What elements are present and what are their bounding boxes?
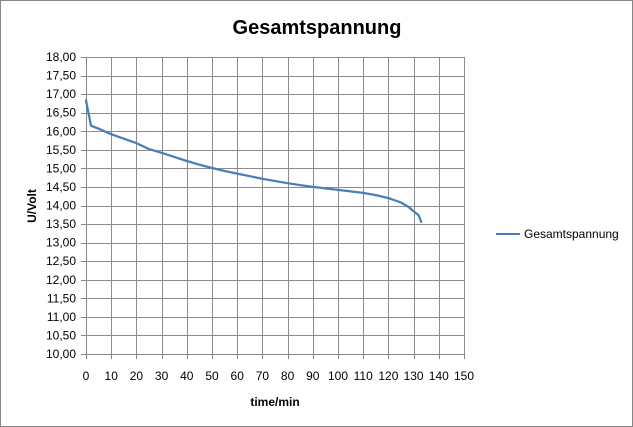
tick-labels: 0 10 20 30 40 50 60 70 80 90 100 110 120 130 140 150 10,… (46, 50, 474, 383)
x-tick-label: 50 (205, 369, 219, 383)
y-tick-label: 14,50 (46, 180, 76, 194)
x-tick-label: 150 (454, 369, 474, 383)
y-tick-label: 10,50 (46, 328, 76, 342)
x-tick-label: 60 (231, 369, 245, 383)
y-tick-label: 10,00 (46, 347, 76, 361)
y-tick-label: 12,50 (46, 254, 76, 268)
y-tick-label: 14,00 (46, 199, 76, 213)
plot-grid (81, 57, 465, 359)
x-tick-label: 120 (378, 369, 398, 383)
y-tick-label: 15,50 (46, 143, 76, 157)
y-tick-label: 12,00 (46, 273, 76, 287)
x-tick-label: 10 (105, 369, 119, 383)
series-lines (84, 99, 423, 223)
x-tick-label: 110 (354, 369, 373, 383)
x-tick-label: 130 (404, 369, 424, 383)
y-tick-label: 17,50 (46, 69, 76, 83)
y-tick-label: 16,00 (46, 124, 76, 138)
chart-title: Gesamtspannung (233, 17, 402, 39)
x-tick-label: 70 (256, 369, 270, 383)
legend: Gesamtspannung (496, 227, 619, 241)
y-tick-label: 11,00 (47, 310, 76, 324)
x-tick-label: 0 (83, 369, 90, 383)
x-axis-title: time/min (250, 395, 299, 409)
series-line-0 (84, 99, 423, 223)
y-axis-title: U/Volt (25, 189, 39, 223)
x-tick-label: 90 (306, 369, 320, 383)
y-tick-label: 18,00 (46, 50, 76, 64)
x-tick-label: 140 (429, 369, 449, 383)
y-tick-label: 16,50 (46, 106, 76, 120)
x-tick-label: 20 (130, 369, 144, 383)
y-tick-label: 13,00 (46, 236, 76, 250)
y-tick-label: 17,00 (46, 87, 76, 101)
legend-label: Gesamtspannung (524, 227, 619, 241)
y-tick-label: 11,50 (47, 291, 76, 305)
x-tick-label: 40 (180, 369, 194, 383)
y-tick-label: 15,00 (46, 161, 76, 175)
y-tick-label: 13,50 (46, 217, 76, 231)
x-tick-label: 100 (328, 369, 348, 383)
x-tick-label: 80 (281, 369, 295, 383)
x-tick-label: 30 (155, 369, 169, 383)
